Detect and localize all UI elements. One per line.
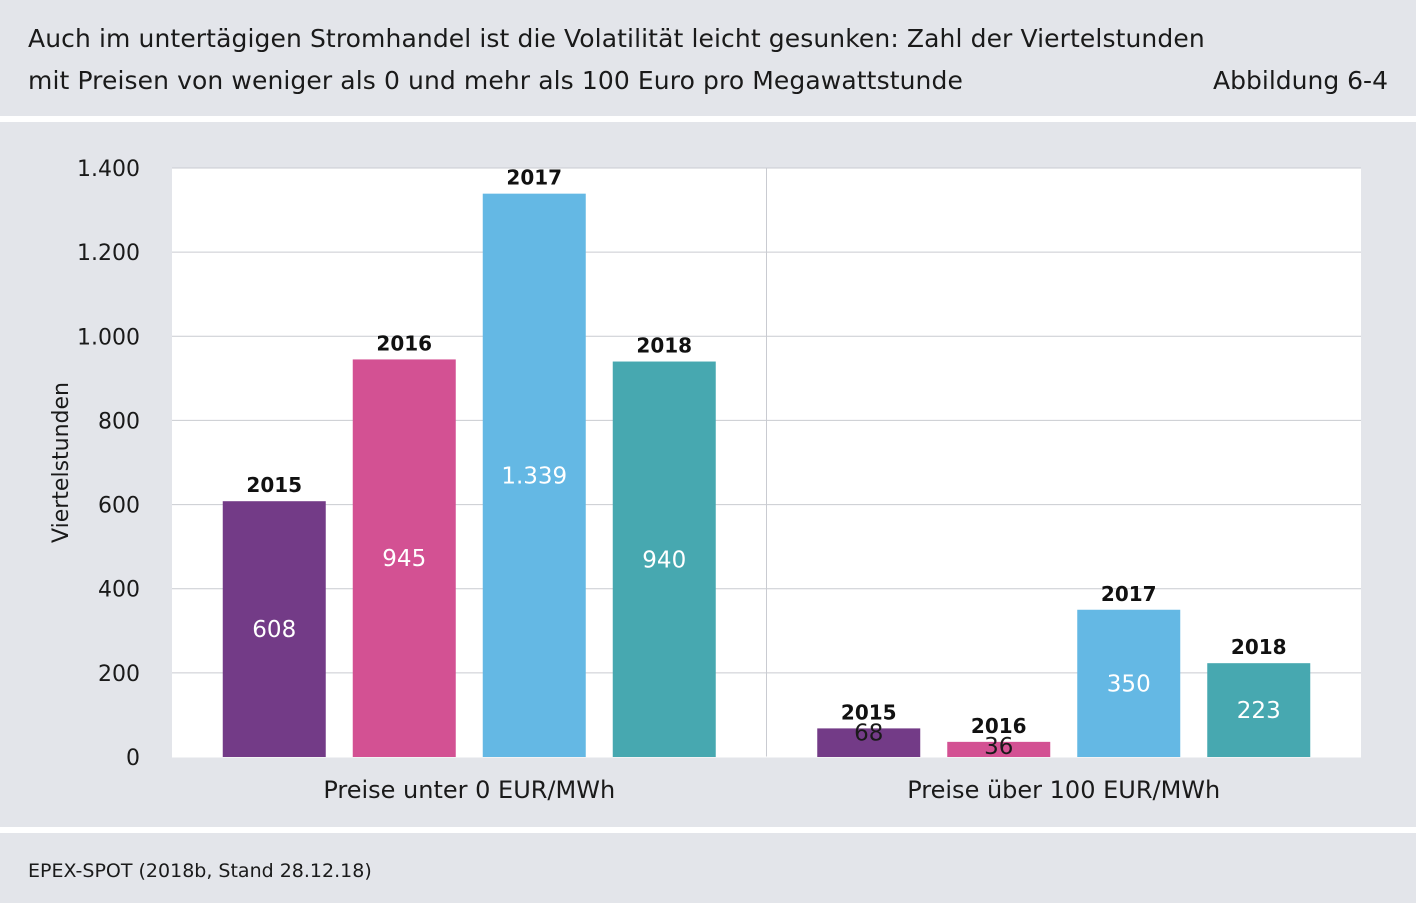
bar-value-label: 223 (1237, 698, 1281, 724)
y-tick-label: 1.400 (77, 157, 140, 182)
bar-year-label: 2015 (246, 473, 302, 497)
bar-year-label: 2017 (1101, 582, 1157, 606)
bar-year-label: 2018 (636, 334, 692, 358)
bar-2018 (612, 361, 716, 757)
header-divider (0, 116, 1416, 122)
bar-value-label: 1.339 (501, 463, 567, 489)
y-tick-label: 0 (126, 746, 140, 771)
x-category-label: Preise unter 0 EUR/MWh (323, 776, 615, 804)
x-category-label: Preise über 100 EUR/MWh (907, 776, 1220, 804)
bar-2017 (482, 193, 586, 757)
bar-2016 (352, 359, 456, 757)
y-axis-label: Viertelstunden (49, 382, 74, 543)
bar-year-label: 2015 (841, 700, 897, 724)
bar-value-label: 350 (1107, 671, 1151, 697)
source-note: EPEX-SPOT (2018b, Stand 28.12.18) (28, 860, 372, 882)
bar-value-label: 945 (382, 546, 426, 572)
bar-2015 (222, 501, 326, 757)
bar-2018 (1207, 663, 1311, 757)
bar-2015 (817, 728, 921, 757)
bar-value-label: 68 (854, 720, 883, 746)
figure-label: Abbildung 6-4 (1213, 66, 1388, 95)
header: Auch im untertägigen Stromhandel ist die… (0, 0, 1416, 116)
y-tick-label: 800 (98, 409, 140, 434)
y-tick-label: 400 (98, 578, 140, 603)
y-tick-label: 200 (98, 662, 140, 687)
bar-year-label: 2016 (971, 714, 1027, 738)
bar-year-label: 2018 (1231, 635, 1287, 659)
y-tick-label: 1.000 (77, 325, 140, 350)
y-tick-label: 1.200 (77, 241, 140, 266)
bar-value-label: 36 (984, 734, 1013, 760)
bar-year-label: 2016 (376, 331, 432, 355)
footer-divider (0, 827, 1416, 833)
bar-year-label: 2017 (506, 166, 562, 190)
chart-title-line-2: mit Preisen von weniger als 0 und mehr a… (28, 66, 963, 95)
bar-value-label: 608 (252, 617, 296, 643)
chart-title-line-1: Auch im untertägigen Stromhandel ist die… (28, 24, 1205, 53)
bar-2016 (947, 741, 1051, 757)
bar-2017 (1077, 609, 1181, 757)
bar-chart: 0 200 400 600 800 1.000 1.200 1.400 Viertelstund… (49, 157, 1361, 804)
bar-value-label: 940 (642, 547, 686, 573)
y-tick-label: 600 (98, 494, 140, 519)
